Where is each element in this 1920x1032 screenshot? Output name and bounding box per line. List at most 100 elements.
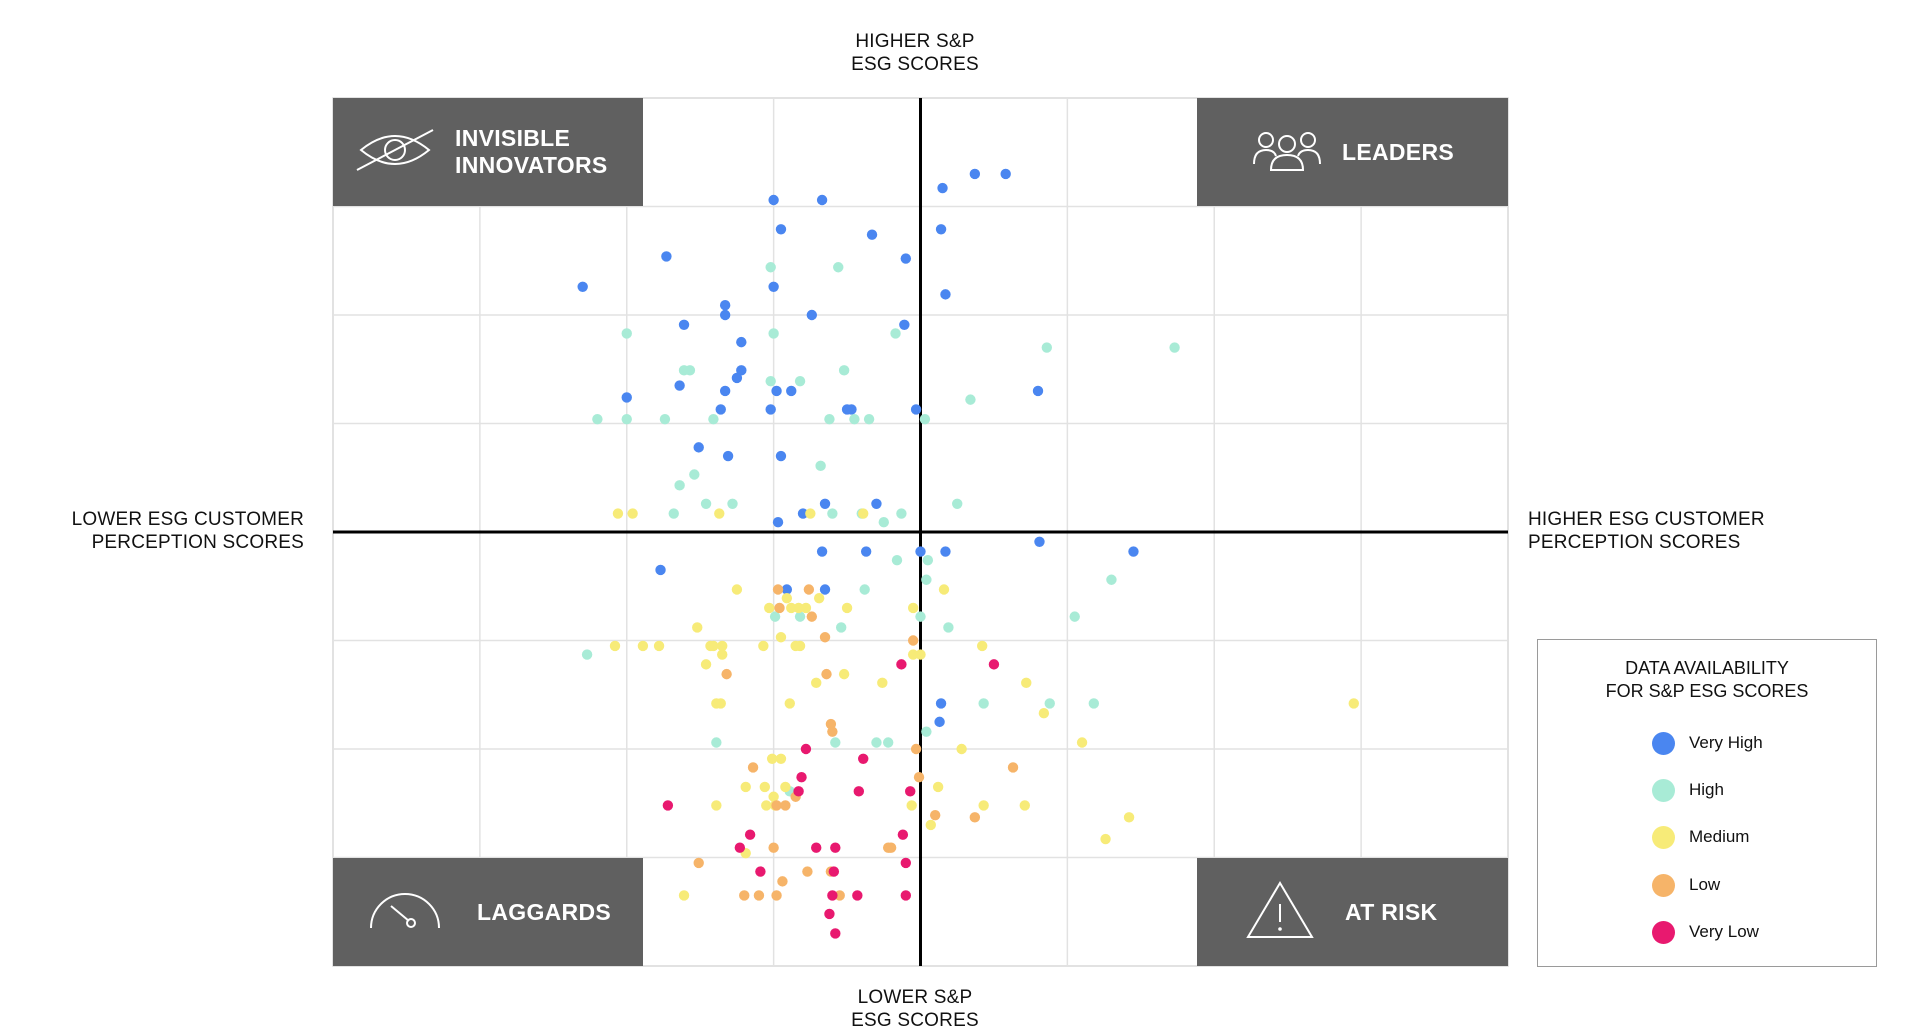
data-point-very-high [765,404,775,414]
data-point-medium [717,649,727,659]
legend-label-very-low: Very Low [1689,922,1759,942]
quadrant-at-risk-label-line-1: AT RISK [1345,899,1437,926]
data-point-very-high [936,698,946,708]
data-point-very-high [771,386,781,396]
data-point-high [701,499,711,509]
data-point-very-high [867,230,877,240]
data-point-high [859,584,869,594]
data-point-very-low [896,659,906,669]
data-point-medium [692,622,702,632]
data-point-low [721,669,731,679]
data-point-very-high [720,310,730,320]
data-point-very-low [989,659,999,669]
data-point-medium [782,593,792,603]
data-point-low [802,866,812,876]
data-point-very-low [854,786,864,796]
data-point-high [915,611,925,621]
data-point-very-low [898,830,908,840]
data-point-high [660,414,670,424]
data-point-high [679,365,689,375]
data-point-medium [805,508,815,518]
data-point-medium [776,754,786,764]
data-point-very-high [723,451,733,461]
legend-label-very-high: Very High [1689,733,1763,753]
data-point-very-low [905,786,915,796]
data-point-medium [711,800,721,810]
quadrant-leaders: LEADERS [1197,98,1508,206]
data-point-medium [790,641,800,651]
data-point-very-high [899,320,909,330]
data-point-medium [627,508,637,518]
gauge-icon [369,888,441,937]
data-point-high [727,499,737,509]
data-point-low [804,584,814,594]
data-point-very-high [776,224,786,234]
data-point-high [622,414,632,424]
data-point-low [911,744,921,754]
data-point-medium [613,508,623,518]
data-point-very-high [861,546,871,556]
data-point-medium [839,669,849,679]
data-point-very-high [940,289,950,299]
data-point-medium [1039,708,1049,718]
data-point-low [883,843,893,853]
data-point-high [890,328,900,338]
legend: DATA AVAILABILITY FOR S&P ESG SCORES Ver… [1537,639,1877,967]
data-point-very-high [786,386,796,396]
data-point-medium [780,782,790,792]
data-point-very-high [846,404,856,414]
data-point-very-high [970,169,980,179]
data-point-very-high [776,451,786,461]
data-point-very-low [901,890,911,900]
quadrant-invisible-label-line-2: INNOVATORS [455,152,608,179]
data-point-medium [714,508,724,518]
data-point-very-low [852,890,862,900]
data-point-very-high [1000,169,1010,179]
data-point-high [883,737,893,747]
data-point-high [830,737,840,747]
data-point-medium [716,698,726,708]
quadrant-invisible-label: INVISIBLE INNOVATORS [455,125,608,179]
data-point-high [965,394,975,404]
legend-label-high: High [1689,780,1724,800]
quadrant-laggards: LAGGARDS [333,858,643,966]
data-point-low [820,632,830,642]
data-point-high [765,262,775,272]
legend-title: DATA AVAILABILITY FOR S&P ESG SCORES [1538,657,1876,703]
data-point-medium [638,641,648,651]
data-point-medium [732,584,742,594]
data-point-high [864,414,874,424]
data-point-high [921,575,931,585]
data-point-very-high [936,224,946,234]
data-point-high [815,461,825,471]
data-point-very-high [716,404,726,414]
data-point-medium [1077,737,1087,747]
data-point-very-high [577,282,587,292]
data-point-high [795,376,805,386]
data-point-high [1089,698,1099,708]
data-point-high [765,376,775,386]
data-point-very-high [679,320,689,330]
legend-swatch-low [1652,874,1675,897]
quadrant-laggards-label: LAGGARDS [477,899,611,926]
data-point-very-low [796,772,806,782]
data-point-low [754,890,764,900]
warning-icon [1245,880,1315,945]
data-point-high [592,414,602,424]
legend-label-medium: Medium [1689,827,1749,847]
data-point-high [892,555,902,565]
data-point-very-high [911,404,921,414]
data-point-very-low [858,754,868,764]
data-point-medium [654,641,664,651]
data-point-medium [906,800,916,810]
data-point-medium [933,782,943,792]
data-point-medium [877,678,887,688]
data-point-medium [1020,800,1030,810]
data-point-very-low [793,786,803,796]
data-point-very-high [768,282,778,292]
data-point-very-high [694,442,704,452]
data-point-very-high [622,392,632,402]
data-point-very-high [674,380,684,390]
data-point-high [669,508,679,518]
data-point-medium [977,641,987,651]
